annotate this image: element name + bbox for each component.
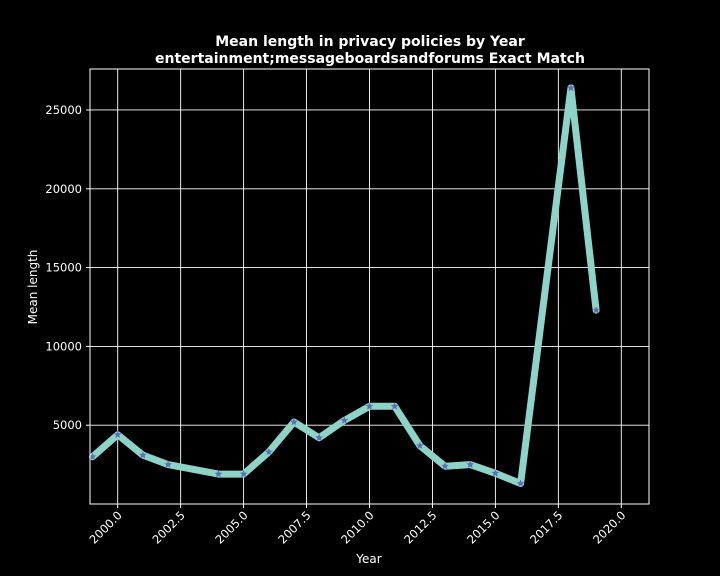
data-point bbox=[164, 460, 172, 468]
y-tick-label: 25000 bbox=[45, 103, 82, 117]
data-point bbox=[441, 462, 449, 470]
data-point bbox=[315, 433, 323, 442]
data-point bbox=[139, 451, 147, 459]
chart-subtitle: entertainment;messageboardsandforums Exa… bbox=[155, 51, 585, 67]
y-tick-label: 5000 bbox=[53, 418, 82, 432]
data-point bbox=[239, 470, 248, 478]
marker-layer bbox=[88, 83, 600, 487]
data-point bbox=[264, 447, 273, 456]
x-axis-label: Year bbox=[355, 552, 381, 566]
data-point bbox=[567, 83, 575, 92]
y-tick-label: 15000 bbox=[45, 261, 82, 275]
data-point bbox=[113, 430, 122, 438]
data-point bbox=[340, 416, 349, 424]
data-point bbox=[214, 470, 223, 478]
data-point bbox=[491, 469, 500, 477]
y-axis-label: Mean length bbox=[26, 250, 40, 325]
y-tick-label: 10000 bbox=[45, 339, 82, 353]
y-tick-label: 20000 bbox=[45, 182, 82, 196]
data-point bbox=[290, 418, 298, 426]
y-tick-layer: 5000 10000 15000 20000 25000 bbox=[45, 103, 90, 432]
data-point bbox=[592, 306, 600, 314]
data-point bbox=[365, 402, 374, 410]
data-point bbox=[88, 452, 97, 460]
data-point bbox=[466, 460, 475, 468]
chart-title: Mean length in privacy policies by Year bbox=[215, 34, 525, 50]
data-point bbox=[516, 479, 525, 487]
data-point bbox=[390, 402, 399, 410]
data-point bbox=[416, 441, 424, 449]
